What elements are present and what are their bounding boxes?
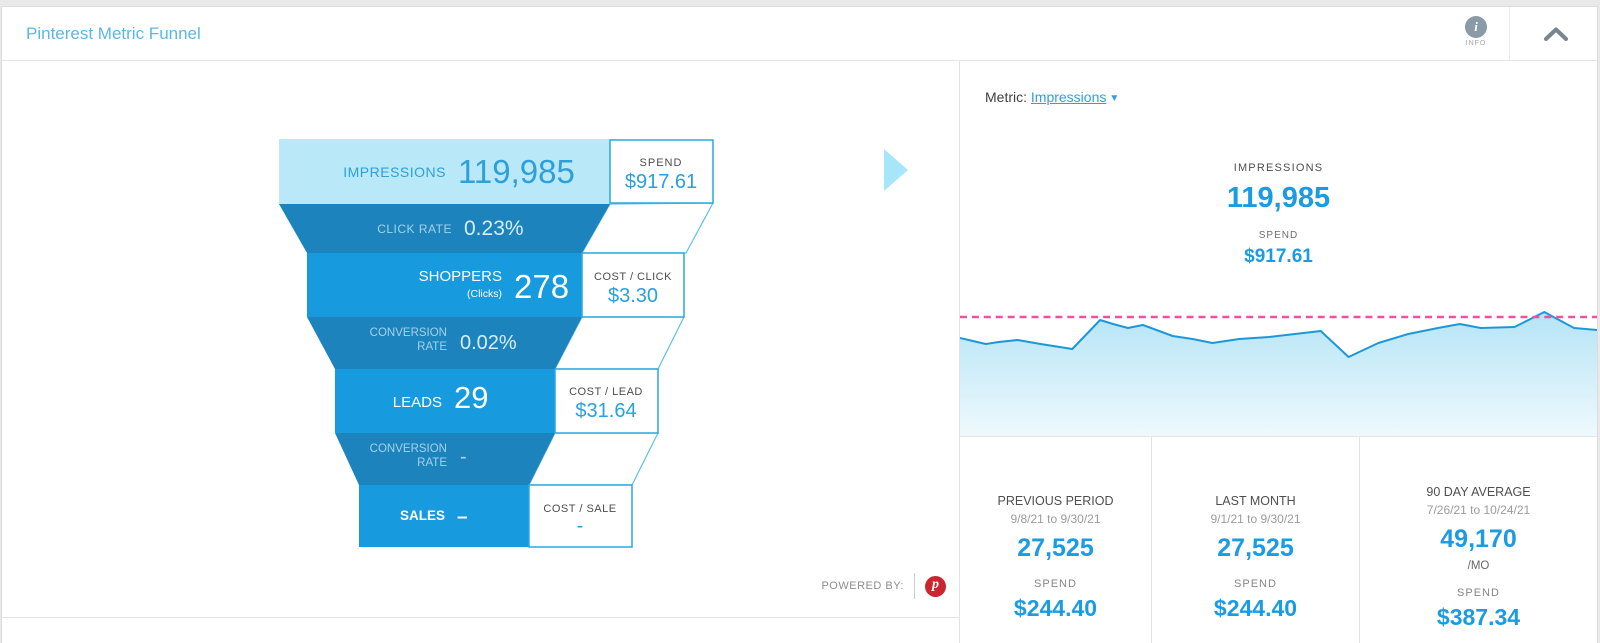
cost-click-value: $3.30 <box>608 285 658 307</box>
funnel-svg: IMPRESSIONS 119,985 CLICK RATE 0.23% SHO… <box>279 139 715 548</box>
leads-value: 29 <box>454 380 488 415</box>
funnel-panel: IMPRESSIONS 119,985 CLICK RATE 0.23% SHO… <box>2 61 960 643</box>
sales-value: – <box>457 507 468 528</box>
area-chart-svg <box>960 311 1597 436</box>
chart-area-fill <box>960 312 1597 436</box>
conversion2-value: - <box>460 446 467 468</box>
sales-label: SALES <box>400 508 445 523</box>
stat-unit: /MO <box>1467 560 1490 572</box>
stat-spend-label: SPEND <box>1457 587 1500 599</box>
widget-header: Pinterest Metric Funnel i INFO <box>2 7 1597 61</box>
stat-spend-label: SPEND <box>1034 578 1077 590</box>
cost-lead-value: $31.64 <box>575 400 636 422</box>
stat-range: 9/8/21 to 9/30/21 <box>1010 512 1101 526</box>
widget-body: IMPRESSIONS 119,985 CLICK RATE 0.23% SHO… <box>2 61 1597 643</box>
stat-90-day-average: 90 DAY AVERAGE 7/26/21 to 10/24/21 49,17… <box>1359 437 1597 643</box>
funnel-rate-conversion-1 <box>307 317 582 369</box>
shoppers-sublabel: (Clicks) <box>467 288 502 300</box>
next-panel-arrow-icon <box>884 149 908 191</box>
info-button[interactable]: i INFO <box>1451 16 1501 47</box>
powered-by: POWERED BY: p <box>821 573 946 599</box>
summary-spend-label: SPEND <box>1258 230 1299 241</box>
conversion1-label-line2: RATE <box>417 341 447 353</box>
cost-sale-label: COST / SALE <box>543 503 616 515</box>
stat-title: 90 DAY AVERAGE <box>1426 485 1531 499</box>
cost-click-label: COST / CLICK <box>594 271 672 283</box>
stat-spend-label: SPEND <box>1234 578 1277 590</box>
funnel-rate-click <box>279 204 610 253</box>
impressions-area-chart <box>960 291 1597 436</box>
spend-box-value: $917.61 <box>625 171 697 193</box>
stat-value: 27,525 <box>1017 534 1094 562</box>
funnel-stage-shoppers <box>307 253 582 317</box>
stats-row: PREVIOUS PERIOD 9/8/21 to 9/30/21 27,525… <box>960 436 1597 643</box>
cost-sale-value: - <box>577 515 584 537</box>
cost-click-box <box>581 252 685 318</box>
conversion2-label-line1: CONVERSION <box>370 443 447 455</box>
funnel-stage-sales <box>359 485 529 547</box>
summary-metric-label: IMPRESSIONS <box>1233 162 1324 174</box>
funnel-stage-leads <box>335 369 555 433</box>
conversion1-label-line1: CONVERSION <box>370 327 447 339</box>
stat-range: 9/1/21 to 9/30/21 <box>1210 512 1301 526</box>
funnel-stage-impressions <box>279 139 610 204</box>
cost-sale-box <box>528 484 633 548</box>
spend-box <box>609 139 714 204</box>
stat-value: 49,170 <box>1440 525 1517 553</box>
widget-card: Pinterest Metric Funnel i INFO <box>1 6 1598 643</box>
powered-by-divider <box>914 573 915 599</box>
metric-detail-panel: Metric: Impressions ▼ IMPRESSIONS 119,985… <box>960 61 1597 643</box>
metric-dropdown[interactable]: Impressions <box>1030 89 1107 105</box>
conversion2-label-line2: RATE <box>417 457 447 469</box>
stat-last-month: LAST MONTH 9/1/21 to 9/30/21 27,525 SPEN… <box>1151 437 1359 643</box>
leads-label: LEADS <box>393 394 442 411</box>
metric-selector: Metric: Impressions ▼ <box>985 89 1119 105</box>
cost-lead-label: COST / LEAD <box>569 386 643 398</box>
chevron-down-icon[interactable]: ▼ <box>1109 93 1120 104</box>
impressions-value: 119,985 <box>458 153 575 190</box>
chevron-up-icon <box>1544 27 1568 41</box>
stat-title: LAST MONTH <box>1215 494 1296 508</box>
powered-by-label: POWERED BY: <box>821 580 904 592</box>
click-rate-value: 0.23% <box>464 217 524 240</box>
click-rate-label: CLICK RATE <box>377 222 452 236</box>
stat-value: 27,525 <box>1217 534 1294 562</box>
header-divider <box>1509 7 1510 60</box>
summary-metric-value: 119,985 <box>1226 182 1331 214</box>
shoppers-value: 278 <box>514 268 569 305</box>
shoppers-label: SHOPPERS <box>419 268 502 285</box>
metric-summary: IMPRESSIONS 119,985 SPEND $917.61 <box>960 162 1597 268</box>
spend-box-label: SPEND <box>640 157 683 169</box>
page-title: Pinterest Metric Funnel <box>26 23 201 43</box>
stat-range: 7/26/21 to 10/24/21 <box>1426 503 1531 517</box>
impressions-label: IMPRESSIONS <box>343 164 446 180</box>
stat-previous-period: PREVIOUS PERIOD 9/8/21 to 9/30/21 27,525… <box>960 437 1151 643</box>
stat-spend-value: $244.40 <box>1213 595 1298 621</box>
info-button-label: INFO <box>1465 40 1487 47</box>
metric-selector-label: Metric: <box>985 89 1027 105</box>
collapse-button[interactable] <box>1543 27 1569 46</box>
chart-line <box>960 311 1597 358</box>
stat-spend-value: $244.40 <box>1013 595 1098 621</box>
funnel-rate-conversion-2 <box>335 433 555 485</box>
info-icon: i <box>1465 16 1487 38</box>
stat-spend-value: $387.34 <box>1436 604 1521 630</box>
pinterest-logo-icon: p <box>925 575 946 597</box>
summary-spend-value: $917.61 <box>1244 246 1313 267</box>
funnel-area: IMPRESSIONS 119,985 CLICK RATE 0.23% SHO… <box>2 61 959 618</box>
stat-title: PREVIOUS PERIOD <box>997 494 1114 508</box>
conversion1-value: 0.02% <box>460 332 517 354</box>
cost-lead-box <box>554 368 659 434</box>
